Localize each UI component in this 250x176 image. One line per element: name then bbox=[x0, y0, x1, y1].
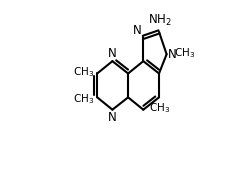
Text: N: N bbox=[108, 111, 117, 124]
Text: CH$_3$: CH$_3$ bbox=[174, 47, 195, 60]
Text: N: N bbox=[168, 48, 177, 61]
Text: CH$_3$: CH$_3$ bbox=[73, 92, 94, 106]
Text: N: N bbox=[133, 24, 142, 37]
Text: CH$_3$: CH$_3$ bbox=[149, 101, 170, 115]
Text: NH$_2$: NH$_2$ bbox=[148, 13, 172, 28]
Text: N: N bbox=[108, 47, 117, 60]
Text: CH$_3$: CH$_3$ bbox=[73, 65, 94, 79]
